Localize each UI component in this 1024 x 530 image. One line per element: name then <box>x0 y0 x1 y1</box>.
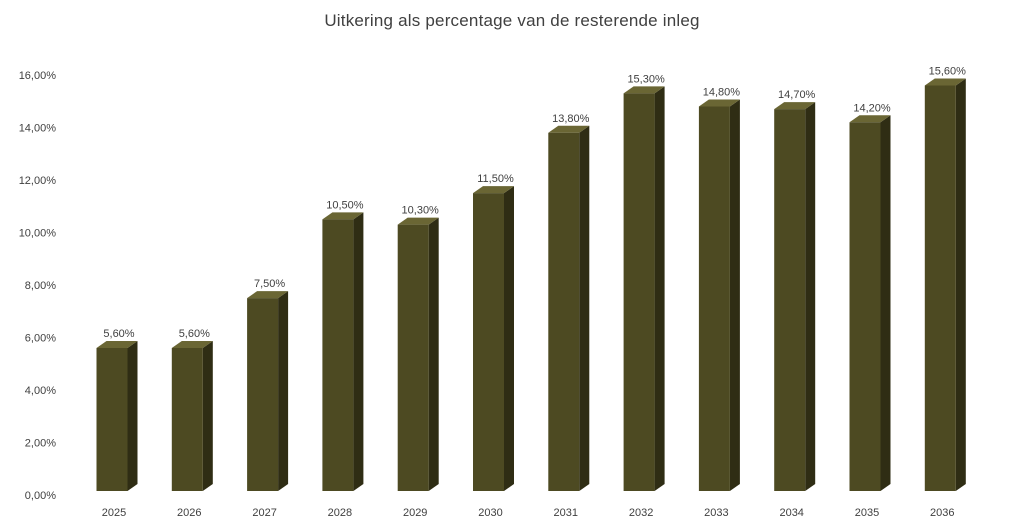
bar-top <box>623 86 665 94</box>
bar-side <box>654 86 665 491</box>
x-tick-label: 2031 <box>554 507 578 519</box>
bar-front <box>698 106 730 491</box>
bar <box>548 125 590 491</box>
x-tick-label: 2033 <box>704 507 728 519</box>
bar-front <box>473 193 504 491</box>
bar <box>623 86 665 491</box>
bar <box>397 217 439 491</box>
bar-side <box>729 99 740 491</box>
bar-top <box>473 186 514 194</box>
y-tick-label: 4,00% <box>25 385 56 397</box>
x-tick-label: 2030 <box>478 507 502 519</box>
bar-front <box>849 122 881 491</box>
y-axis: 0,00% 2,00% 4,00% 6,00% 8,00% 10,00% 12,00% 14,… <box>19 70 57 502</box>
bar <box>247 291 289 491</box>
bar-top <box>397 217 439 225</box>
data-label: 11,50% <box>477 173 514 185</box>
x-tick-label: 2036 <box>930 507 954 519</box>
x-tick-label: 2032 <box>629 507 653 519</box>
bar-top <box>774 102 816 110</box>
bar-top <box>924 78 966 86</box>
x-tick-label: 2026 <box>177 507 201 519</box>
y-tick-label: 2,00% <box>25 438 56 450</box>
bar <box>774 102 816 491</box>
bar-front <box>247 298 279 491</box>
bar-front <box>322 219 354 491</box>
bar-side <box>955 78 966 491</box>
bar-top <box>247 291 289 299</box>
x-axis: 2025 2026 2027 2028 2029 2030 2031 2032 2033 2034… <box>102 507 955 519</box>
bar-side <box>504 186 514 491</box>
x-tick-label: 2025 <box>102 507 126 519</box>
bar <box>171 341 213 491</box>
x-tick-label: 2035 <box>855 507 879 519</box>
x-tick-label: 2028 <box>328 507 352 519</box>
bar <box>698 99 740 491</box>
bar <box>473 186 514 491</box>
bar-top <box>96 341 138 348</box>
bar-side <box>428 217 439 491</box>
bar-top <box>171 341 213 348</box>
bar-front <box>924 85 956 491</box>
y-tick-label: 14,00% <box>19 123 57 135</box>
y-tick-label: 10,00% <box>19 228 57 240</box>
bar-front <box>774 109 806 491</box>
data-label: 14,80% <box>703 87 741 99</box>
y-tick-label: 16,00% <box>19 70 57 82</box>
y-tick-label: 6,00% <box>25 333 56 345</box>
data-label: 10,30% <box>402 205 440 217</box>
data-labels: 5,60% 5,60% 7,50% 10,50% 10,30% 11,50% 13,80% 1… <box>103 66 966 341</box>
data-label: 10,50% <box>326 199 364 211</box>
bar-side <box>805 102 816 491</box>
bar-top <box>548 125 590 133</box>
bar-front <box>623 93 655 491</box>
bar-side <box>202 341 213 491</box>
data-label: 15,60% <box>929 66 967 78</box>
x-tick-label: 2027 <box>252 507 276 519</box>
bar-top <box>698 99 740 107</box>
bar-front <box>96 348 128 491</box>
bar <box>849 115 891 491</box>
bar-front <box>171 348 203 491</box>
y-tick-label: 8,00% <box>25 280 56 292</box>
bar-side <box>353 212 364 491</box>
bar-side <box>579 125 590 491</box>
y-tick-label: 12,00% <box>19 175 57 187</box>
bar <box>924 78 966 491</box>
data-label: 7,50% <box>254 278 285 290</box>
bar-front <box>397 224 429 491</box>
bar-side <box>278 291 289 491</box>
x-tick-label: 2034 <box>779 507 803 519</box>
chart-title: Uitkering als percentage van de resteren… <box>324 11 700 30</box>
data-label: 15,30% <box>627 73 665 85</box>
bars <box>96 78 966 491</box>
data-label: 13,80% <box>552 113 590 125</box>
data-label: 5,60% <box>103 328 134 340</box>
data-label: 5,60% <box>179 328 210 340</box>
bar-front <box>548 132 580 491</box>
data-label: 14,70% <box>778 89 816 101</box>
bar-top <box>322 212 364 220</box>
bar-top <box>849 115 891 123</box>
y-tick-label: 0,00% <box>25 490 56 502</box>
bar-side <box>880 115 891 491</box>
bar-side <box>127 341 138 491</box>
x-tick-label: 2029 <box>403 507 427 519</box>
bar <box>96 341 138 491</box>
data-label: 14,20% <box>853 102 891 114</box>
bar <box>322 212 364 491</box>
